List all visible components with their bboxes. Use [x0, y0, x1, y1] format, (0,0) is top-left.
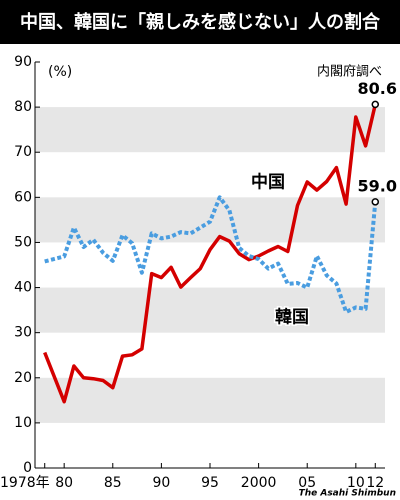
grid-band [35, 197, 385, 243]
y-tick-label: 20 [14, 370, 32, 386]
y-tick-label: 50 [14, 234, 32, 250]
series-name: 中国 [251, 172, 285, 193]
y-tick-label: 90 [14, 54, 32, 70]
y-tick-label: 30 [14, 325, 32, 341]
grid-band [35, 377, 385, 423]
source: 内閣府調べ [317, 64, 382, 80]
chart-title: 中国、韓国に「親しみを感じない」人の割合 [20, 11, 381, 33]
series-name: 韓国 [275, 307, 309, 328]
x-tick-label: 05 [298, 475, 316, 491]
y-tick-label: 60 [14, 189, 32, 205]
end-label: 59.0 [358, 176, 397, 195]
title-bar [0, 0, 400, 44]
y-tick-label: 70 [14, 144, 32, 160]
grid-band [35, 107, 385, 153]
y-tick-label: 40 [14, 280, 32, 296]
credit: The Asahi Shimbun [299, 489, 396, 499]
x-tick-label: 1978年 [0, 475, 50, 491]
x-tick-label: 95 [201, 475, 219, 491]
x-tick-label: 10 [347, 475, 365, 491]
grid-band [35, 287, 385, 333]
x-tick-label: 12 [366, 475, 384, 491]
series-line [43, 104, 378, 404]
x-tick-label: 2000 [241, 475, 277, 491]
y-tick-label: 80 [14, 99, 32, 115]
end-marker [371, 198, 380, 206]
y-tick-label: 10 [14, 415, 32, 431]
end-marker [371, 100, 380, 109]
y-axis-label: (%) [48, 64, 72, 80]
x-tick-label: 80 [55, 475, 73, 491]
end-label: 80.6 [358, 79, 397, 98]
x-tick-label: 85 [104, 475, 122, 491]
series-line [44, 195, 378, 314]
y-tick-label: 0 [23, 460, 32, 476]
x-tick-label: 90 [152, 475, 170, 491]
